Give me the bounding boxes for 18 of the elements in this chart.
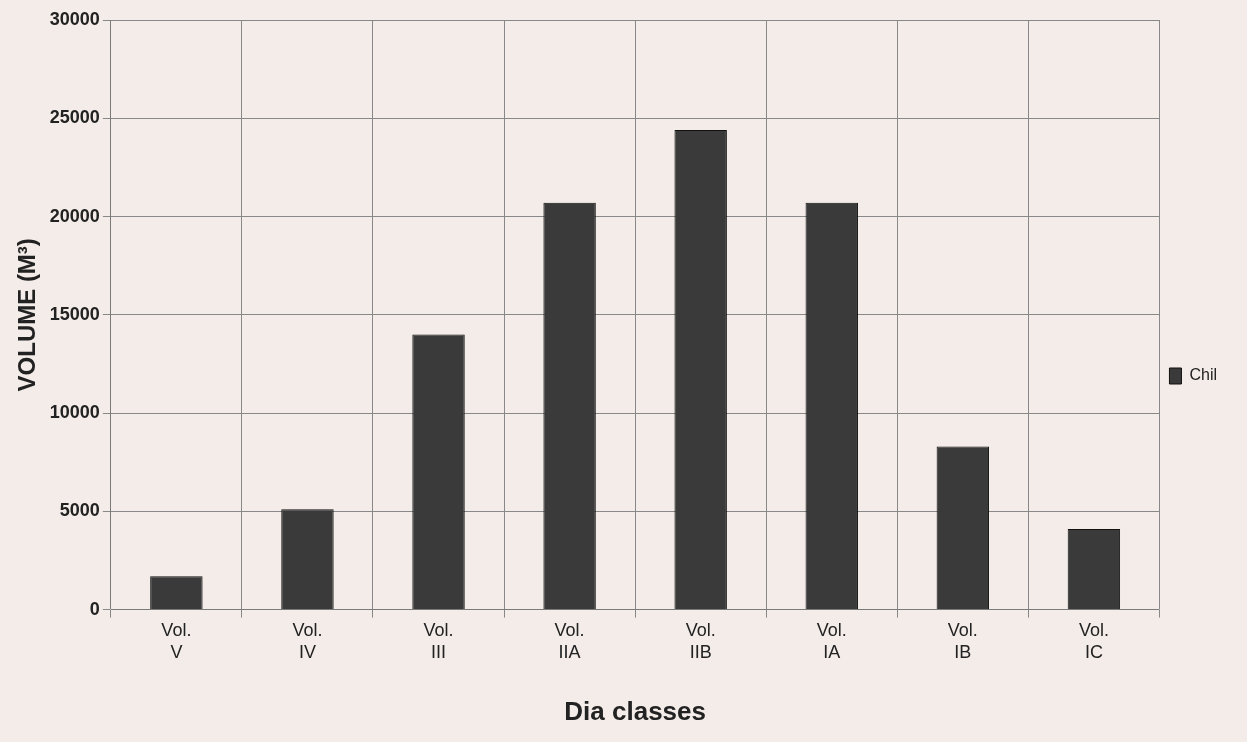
y-tick-label: 15000 [49, 303, 100, 324]
x-tick-label: Vol. IIA [554, 620, 585, 662]
x-tick-label: Vol. V [161, 620, 192, 662]
y-axis-title: VOLUME (M³) [13, 238, 41, 392]
y-tick-label: 10000 [49, 402, 100, 423]
y-tick-label: 5000 [59, 500, 100, 521]
y-tick-label: 30000 [49, 8, 100, 29]
x-tick-label: Vol. III [423, 620, 454, 662]
x-tick-label: Vol. IA [816, 620, 847, 662]
x-tick-label: Vol. IIB [685, 620, 716, 662]
x-tick-label: Vol. IC [1078, 620, 1109, 662]
x-tick-label: Vol. IB [947, 620, 978, 662]
x-axis-title: Dia classes [564, 695, 706, 726]
y-tick-label: 20000 [49, 205, 100, 226]
x-tick-label: Vol. IV [292, 620, 323, 662]
legend-label: Chil [1189, 366, 1217, 384]
y-tick-label: 0 [89, 598, 100, 619]
y-tick-label: 25000 [49, 107, 100, 128]
